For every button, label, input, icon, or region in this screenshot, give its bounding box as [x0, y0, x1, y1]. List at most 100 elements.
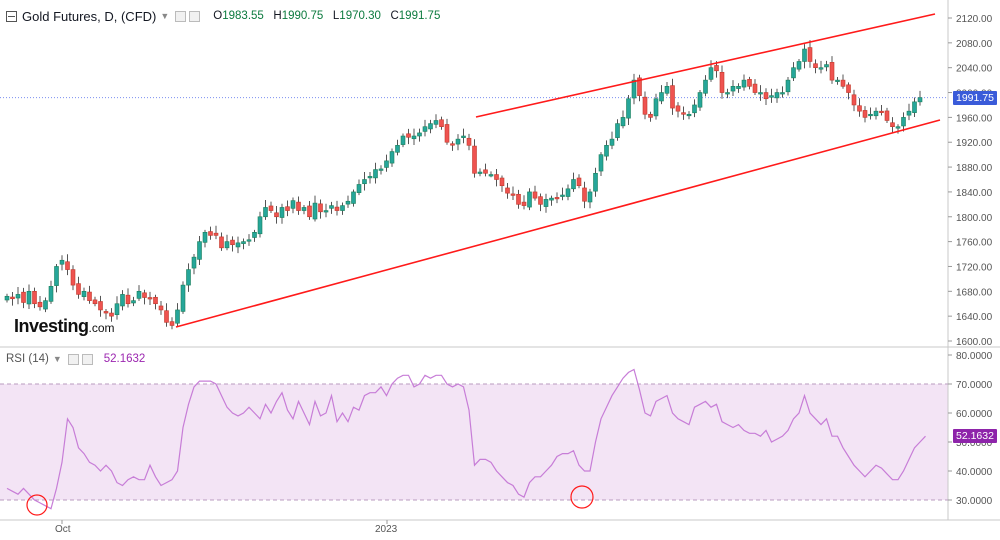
- candle-body: [180, 284, 186, 312]
- candle-body: [758, 92, 763, 95]
- candle-body: [554, 197, 560, 200]
- candle-body: [444, 124, 450, 143]
- price-tick-label: 1920.00: [956, 138, 993, 149]
- candle-body: [279, 207, 285, 218]
- candle-body: [736, 86, 741, 89]
- candle-body: [389, 151, 395, 164]
- price-tick-label: 1600.00: [956, 337, 993, 348]
- candle-body: [395, 145, 400, 153]
- candle-body: [488, 174, 494, 177]
- candle-body: [477, 171, 483, 174]
- candle-body: [455, 138, 461, 145]
- candle-body: [829, 62, 835, 81]
- candle-body: [725, 92, 730, 95]
- candle-body: [285, 206, 290, 211]
- close-value: 1991.75: [398, 10, 441, 22]
- candle-body: [560, 194, 565, 197]
- candle-body: [576, 177, 582, 187]
- candle-body: [785, 79, 791, 93]
- candle-body: [846, 84, 851, 93]
- candle-body: [125, 294, 131, 305]
- candle-body: [708, 67, 714, 80]
- candle-body: [741, 79, 747, 88]
- candle-body: [428, 123, 433, 130]
- candle-body: [681, 112, 686, 115]
- settings-icon[interactable]: [81, 353, 93, 365]
- candle-body: [164, 310, 169, 323]
- chevron-down-icon[interactable]: ▼: [52, 354, 62, 364]
- settings-icon[interactable]: [189, 10, 201, 22]
- candle-body: [263, 207, 268, 218]
- eye-icon[interactable]: [175, 10, 187, 22]
- candle-body: [109, 312, 114, 317]
- candle-body: [890, 122, 895, 128]
- eye-icon[interactable]: [67, 353, 79, 365]
- candle-body: [730, 86, 736, 92]
- current-rsi-tag: 52.1632: [953, 428, 997, 443]
- candle-body: [587, 191, 593, 203]
- candle-body: [598, 154, 604, 172]
- candle-body: [158, 305, 164, 311]
- high-value: 1990.75: [281, 10, 324, 22]
- rsi-tick-label: 80.0000: [956, 351, 993, 362]
- candle-body: [334, 206, 340, 211]
- candle-body: [4, 295, 10, 301]
- candle-body: [615, 123, 620, 138]
- candle-body: [120, 294, 125, 307]
- candle-body: [692, 104, 697, 114]
- candle-body: [131, 300, 136, 304]
- candles-layer: [4, 40, 923, 330]
- candle-body: [917, 97, 923, 103]
- candle-body: [301, 207, 307, 211]
- candle-body: [670, 85, 675, 109]
- price-tick-label: 1760.00: [956, 238, 993, 249]
- candle-body: [169, 321, 175, 326]
- candle-body: [54, 266, 59, 286]
- candle-body: [494, 174, 499, 180]
- candle-body: [411, 135, 417, 140]
- candle-body: [609, 138, 615, 146]
- candle-body: [230, 239, 235, 246]
- candle-body: [439, 119, 444, 128]
- candle-body: [274, 212, 279, 218]
- current-price-tag: 1991.75: [953, 90, 997, 105]
- price-axis: 2120.002080.002040.002000.001960.001920.…: [55, 14, 993, 535]
- candle-body: [510, 193, 516, 196]
- candle-body: [296, 201, 301, 211]
- candle-body: [895, 126, 901, 129]
- candle-body: [175, 309, 180, 324]
- chevron-down-icon[interactable]: ▼: [160, 11, 170, 21]
- candle-body: [675, 105, 681, 112]
- price-tick-label: 1720.00: [956, 262, 993, 273]
- candle-body: [147, 297, 153, 300]
- candle-body: [213, 232, 219, 236]
- candle-body: [378, 168, 384, 171]
- price-tick-label: 1960.00: [956, 113, 993, 124]
- candle-body: [87, 291, 92, 301]
- candle-body: [653, 98, 659, 117]
- candle-body: [43, 300, 48, 310]
- price-tick-label: 2080.00: [956, 39, 993, 50]
- time-tick-label: 2023: [375, 524, 398, 535]
- rsi-line: [6, 368, 926, 510]
- ohlc-readout: O1983.55 H1990.75 L1970.30 C1991.75: [213, 10, 441, 22]
- candle-body: [472, 145, 477, 174]
- candle-body: [637, 77, 642, 96]
- candle-body: [191, 256, 197, 269]
- candle-body: [48, 286, 54, 302]
- candle-body: [103, 311, 109, 314]
- candle-body: [774, 92, 780, 99]
- candle-body: [373, 169, 378, 179]
- candle-body: [818, 67, 824, 70]
- candle-body: [807, 47, 813, 62]
- price-tick-label: 1800.00: [956, 213, 993, 224]
- candle-body: [136, 291, 142, 299]
- collapse-icon[interactable]: [6, 10, 17, 22]
- rsi-value: 52.1632: [103, 353, 146, 365]
- chart-title: Gold Futures, D, (CFD): [22, 8, 157, 24]
- candle-body: [824, 64, 829, 68]
- candle-body: [796, 61, 802, 70]
- candle-body: [219, 236, 224, 249]
- low-value: 1970.30: [339, 10, 381, 22]
